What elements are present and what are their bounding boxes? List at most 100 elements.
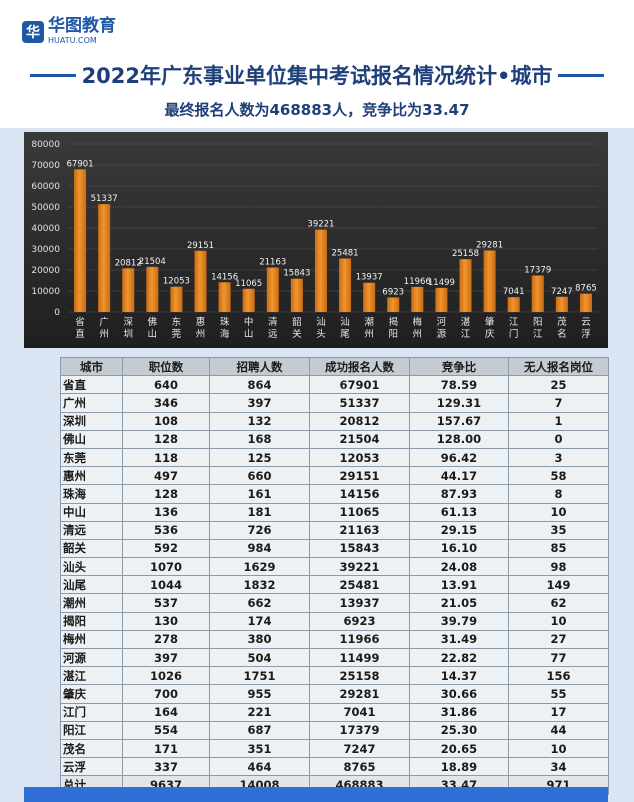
table-row: 汕尾 1044 1832 25481 13.91 149 — [60, 575, 609, 595]
logo-sub: HUATU.COM — [48, 36, 97, 45]
table-cell: 14156 — [309, 484, 410, 504]
table-cell: 497 — [122, 466, 210, 486]
table-cell: 11065 — [309, 502, 410, 522]
table-cell: 98 — [508, 557, 609, 577]
table-row: 揭阳 130 174 6923 39.79 10 — [60, 611, 609, 631]
table-row: 汕头 1070 1629 39221 24.08 98 — [60, 557, 609, 577]
table-cell: 29281 — [309, 684, 410, 704]
table-cell: 397 — [209, 393, 310, 413]
table-cell: 536 — [122, 520, 210, 540]
bar — [74, 169, 87, 312]
city-cell: 云浮 — [60, 757, 123, 777]
table-cell: 125 — [209, 447, 310, 468]
table-cell: 6923 — [309, 611, 410, 631]
bar — [435, 287, 448, 312]
data-label: 6923 — [382, 287, 404, 297]
table-cell: 168 — [209, 429, 310, 449]
table-cell: 44 — [508, 720, 609, 740]
y-tick-label: 10000 — [31, 287, 60, 297]
data-label: 29151 — [187, 241, 214, 251]
table-cell: 984 — [209, 538, 310, 559]
table-cell: 25158 — [309, 666, 410, 686]
table-row: 清远 536 726 21163 29.15 35 — [60, 520, 609, 540]
bar — [459, 259, 472, 312]
x-tick-label: 浮 — [581, 328, 591, 340]
table-cell: 174 — [209, 611, 310, 631]
y-tick-label: 20000 — [31, 266, 60, 276]
table-cell: 10 — [508, 738, 609, 759]
table-cell: 44.17 — [409, 466, 509, 486]
y-tick-label: 30000 — [31, 245, 60, 255]
data-label: 51337 — [91, 194, 118, 204]
city-cell: 湛江 — [60, 666, 123, 686]
table-cell: 21163 — [309, 520, 410, 540]
table-cell: 464 — [209, 757, 310, 777]
table-cell: 78.59 — [409, 375, 509, 395]
x-tick-label: 莞 — [172, 328, 182, 340]
title-row: 2022年广东事业单位集中考试报名情况统计•城市 — [0, 60, 634, 90]
table-cell: 108 — [122, 411, 210, 431]
data-label: 67901 — [67, 159, 94, 169]
header-area: 华 华图教育 HUATU.COM 2022年广东事业单位集中考试报名情况统计•城… — [0, 0, 634, 128]
table-cell: 7 — [508, 393, 609, 413]
bar — [266, 267, 279, 312]
table-cell: 18.89 — [409, 757, 509, 777]
bar — [290, 278, 303, 312]
table-cell: 1832 — [209, 575, 310, 595]
x-tick-label: 省 — [75, 316, 85, 328]
bar — [483, 250, 496, 312]
table-cell: 128 — [122, 484, 210, 504]
x-tick-label: 江 — [461, 329, 471, 340]
table-cell: 171 — [122, 738, 210, 759]
table-body: 省直 640 864 67901 78.59 25 广州 346 397 51337 129.31 7… — [60, 375, 609, 795]
table-cell: 14.37 — [409, 666, 509, 686]
table-row: 东莞 118 125 12053 96.42 3 — [60, 447, 609, 468]
table-cell: 662 — [209, 593, 310, 613]
city-cell: 深圳 — [60, 411, 123, 431]
table-cell: 11499 — [309, 647, 410, 668]
city-cell: 广州 — [60, 393, 123, 413]
x-tick-label: 肇 — [485, 316, 495, 328]
bar-chart-panel: 0 10000 20000 30000 40000 50000 60000 70000 8000… — [24, 132, 608, 348]
table-cell: 554 — [122, 720, 210, 740]
x-tick-label: 茂 — [557, 316, 567, 328]
y-tick-label: 70000 — [31, 161, 60, 171]
city-cell: 梅州 — [60, 629, 123, 650]
bottom-bar — [24, 787, 608, 802]
city-cell: 茂名 — [60, 738, 123, 759]
table-cell: 13937 — [309, 593, 410, 613]
x-tick-label: 门 — [509, 328, 519, 340]
table-row: 梅州 278 380 11966 31.49 27 — [60, 629, 609, 650]
table-cell: 3 — [508, 447, 609, 468]
x-tick-label: 湛 — [461, 317, 471, 328]
table-cell: 157.67 — [409, 411, 509, 431]
x-tick-label: 州 — [364, 329, 374, 340]
table-cell: 61.13 — [409, 502, 509, 522]
table-cell: 20.65 — [409, 738, 509, 759]
data-label: 11966 — [404, 277, 431, 287]
bar — [579, 293, 592, 312]
huatu-logo: 华 华图教育 HUATU.COM — [22, 18, 116, 45]
x-tick-label: 佛 — [148, 316, 158, 328]
table-cell: 504 — [209, 647, 310, 668]
x-tick-label: 江 — [533, 329, 543, 340]
city-cell: 东莞 — [60, 447, 123, 468]
x-tick-label: 尾 — [340, 329, 350, 340]
data-label: 25158 — [452, 249, 479, 259]
table-row: 肇庆 700 955 29281 30.66 55 — [60, 684, 609, 704]
x-tick-label: 远 — [268, 329, 278, 340]
data-label: 17379 — [524, 266, 551, 276]
table-cell: 660 — [209, 466, 310, 486]
bar — [507, 297, 520, 312]
page-subtitle: 最终报名人数为468883人，竞争比为33.47 — [164, 101, 470, 119]
table-cell: 700 — [122, 684, 210, 704]
x-tick-label: 关 — [292, 328, 302, 340]
data-label: 8765 — [575, 284, 597, 294]
table-cell: 1044 — [122, 575, 210, 595]
table-cell: 31.86 — [409, 702, 509, 722]
bar — [242, 288, 255, 312]
data-label: 11499 — [428, 278, 455, 288]
table-cell: 1629 — [209, 557, 310, 577]
x-tick-label: 圳 — [123, 329, 133, 340]
x-tick-label: 清 — [268, 316, 278, 328]
